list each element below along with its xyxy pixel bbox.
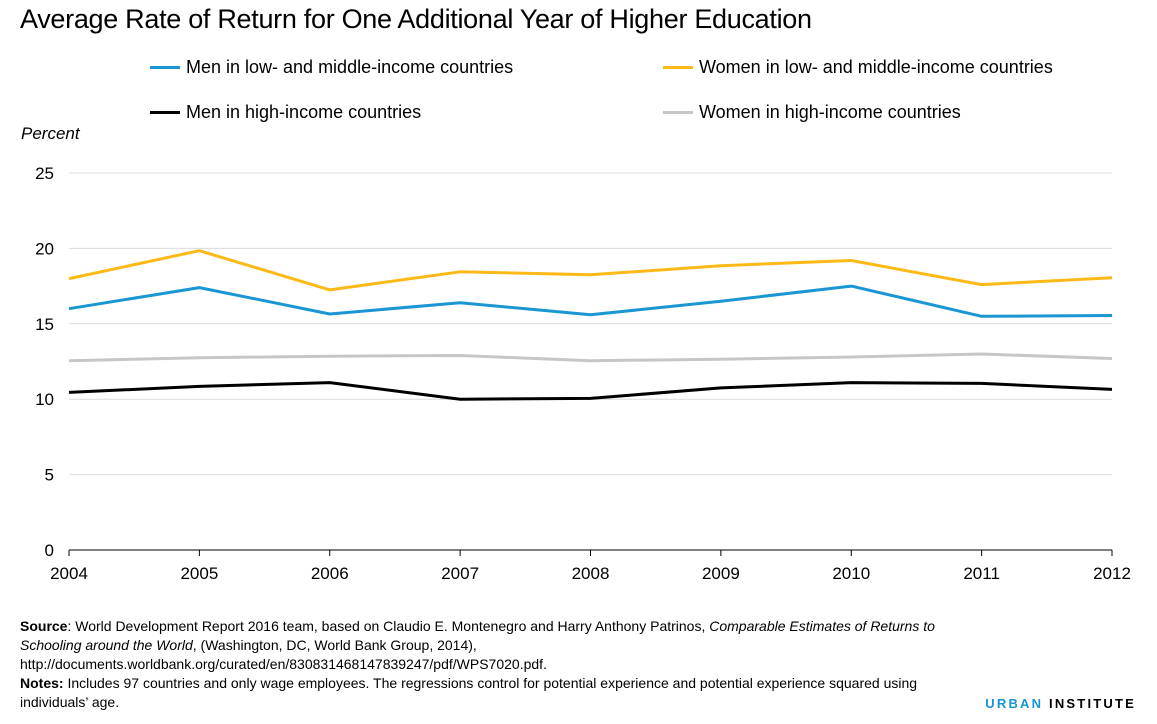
y-tick-label: 5 <box>45 466 54 485</box>
legend-swatch <box>663 66 693 69</box>
y-tick-label: 25 <box>35 164 54 183</box>
source-text-1: : World Development Report 2016 team, ba… <box>67 618 710 634</box>
series-line <box>68 284 1113 318</box>
series-line <box>68 352 1113 363</box>
source-italic: Comparable Estimates of Returns to Schoo… <box>20 618 935 653</box>
x-tick-label: 2004 <box>50 564 88 583</box>
legend-swatch <box>150 66 180 69</box>
notes-label: Notes: <box>20 675 64 691</box>
x-tick-label: 2010 <box>832 564 870 583</box>
logo-part-1: URBAN <box>985 696 1044 711</box>
y-tick-label: 20 <box>35 239 54 258</box>
x-tick-label: 2005 <box>180 564 218 583</box>
x-tick-label: 2007 <box>441 564 479 583</box>
x-tick-label: 2008 <box>572 564 610 583</box>
legend-item-men-hic: Men in high-income countries <box>150 102 421 123</box>
line-chart: 0 5 10 15 20 25 2004 2005 2006 2007 2008 2009 2010 20… <box>35 164 1131 583</box>
notes: Notes: Includes 97 countries and only wa… <box>20 674 940 712</box>
notes-text: Includes 97 countries and only wage empl… <box>20 675 918 710</box>
legend-label: Women in high-income countries <box>699 102 961 122</box>
footer: Source: World Development Report 2016 te… <box>20 617 940 712</box>
legend-label: Men in low- and middle-income countries <box>186 57 514 77</box>
x-tick-label: 2011 <box>963 564 1000 583</box>
source-label: Source <box>20 618 68 634</box>
y-tick-label: 0 <box>45 541 54 560</box>
legend-label: Men in high-income countries <box>186 102 422 122</box>
x-tick-label: 2012 <box>1093 564 1131 583</box>
legend-item-men-lmic: Men in low- and middle-income countries <box>150 57 513 78</box>
legend-label: Women in low- and middle-income countrie… <box>699 57 1053 77</box>
chart-title: Average Rate of Return for One Additiona… <box>20 4 812 34</box>
y-tick-label: 10 <box>35 390 54 409</box>
legend-item-women-hic: Women in high-income countries <box>663 102 961 123</box>
legend-item-women-lmic: Women in low- and middle-income countrie… <box>663 57 1053 78</box>
y-tick-label: 15 <box>35 315 54 334</box>
series-line <box>68 381 1113 401</box>
source-note: Source: World Development Report 2016 te… <box>20 617 940 674</box>
legend-swatch <box>663 111 693 114</box>
logo-part-2: INSTITUTE <box>1043 696 1136 711</box>
y-axis-label: Percent <box>21 124 80 143</box>
legend-swatch <box>150 111 180 114</box>
x-tick-label: 2009 <box>702 564 740 583</box>
x-tick-label: 2006 <box>311 564 349 583</box>
series-line <box>68 249 1113 292</box>
source-text-2: , (Washington, DC, World Bank Group, 201… <box>20 637 547 672</box>
urban-institute-logo: URBAN INSTITUTE <box>985 696 1136 711</box>
